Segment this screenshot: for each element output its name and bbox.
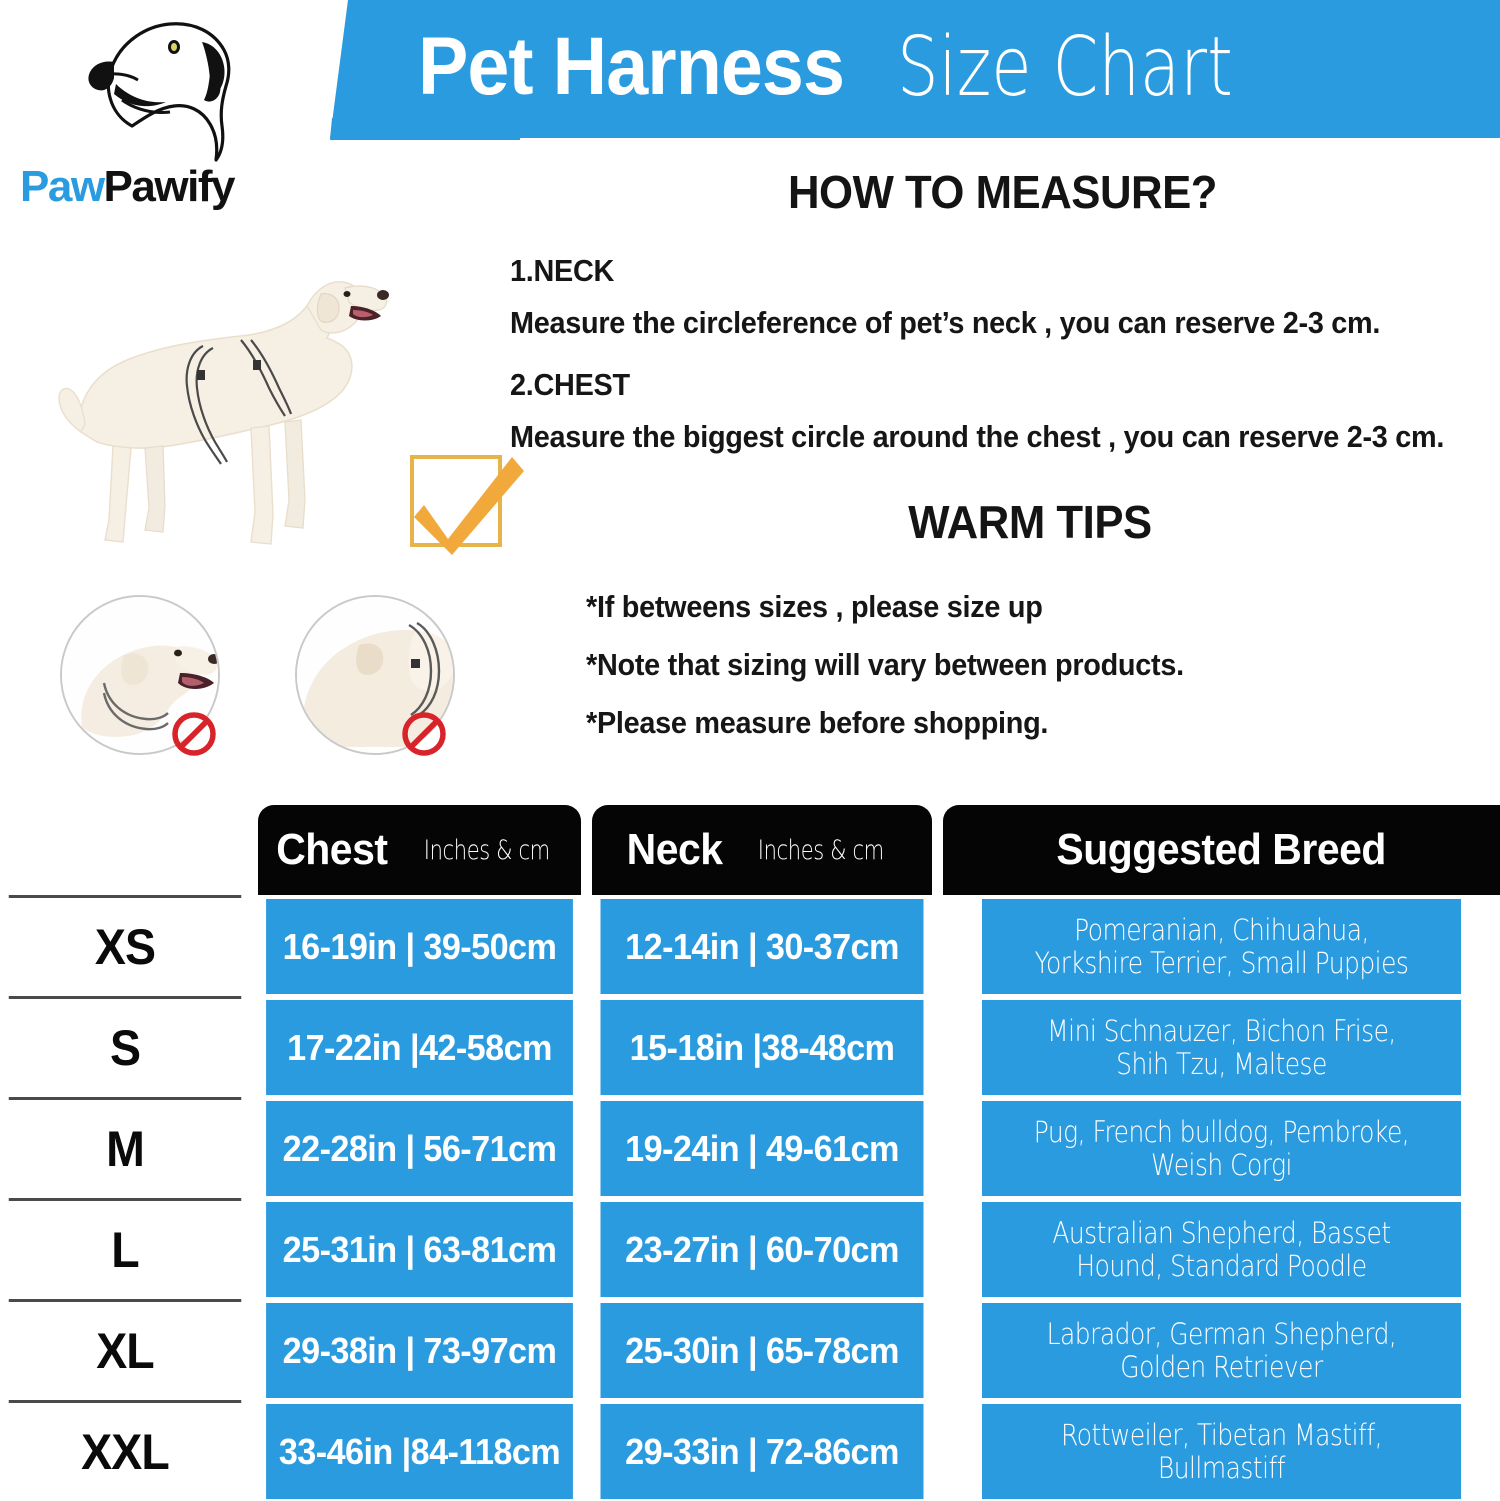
orange-checkmark-icon (414, 457, 524, 555)
cell-breed: Pomeranian, Chihuahua, Yorkshire Terrier… (981, 899, 1462, 994)
how-to-measure-heading: HOW TO MEASURE? (787, 166, 1218, 218)
dog-head-logo-icon (88, 22, 231, 162)
cell-breed-line2: Yorkshire Terrier, Small Puppies (1034, 945, 1409, 980)
dog-with-measuring-tape-photo (58, 281, 389, 545)
cell-breed: Mini Schnauzer, Bichon Frise, Shih Tzu, … (981, 1000, 1462, 1095)
cell-breed-line2: Bullmastiff (1157, 1450, 1286, 1485)
cell-breed: Australian Shepherd, Basset Hound, Stand… (981, 1202, 1462, 1297)
cell-size: S (8, 996, 242, 1097)
cell-neck: 12-14in | 30-37cm (600, 899, 924, 994)
title-bold-text: Pet Harness (418, 21, 845, 112)
brand-name-part2: Pawify (103, 162, 236, 211)
column-header-breed-label: Suggested Breed (1056, 825, 1387, 874)
brand-wordmark: PawPawify (20, 162, 320, 212)
cell-chest: 25-31in | 63-81cm (266, 1202, 573, 1297)
cell-size: M (8, 1097, 242, 1198)
cell-breed-line2: Hound, Standard Poodle (1076, 1248, 1367, 1283)
step-2-label: 2.CHEST (510, 367, 630, 402)
cell-neck: 29-33in | 72-86cm (600, 1404, 924, 1499)
cell-chest: 17-22in |42-58cm (266, 1000, 573, 1095)
cell-breed-line1: Pomeranian, Chihuahua, (1074, 913, 1369, 948)
table-row: S 17-22in |42-58cm 15-18in |38-48cm Mini… (0, 996, 1500, 1097)
cell-chest: 33-46in |84-118cm (266, 1404, 573, 1499)
column-header-neck-sublabel: Inches & cm (757, 834, 884, 866)
title-light-text: Size Chart (897, 19, 1233, 115)
cell-breed-line2: Golden Retriever (1120, 1349, 1323, 1384)
column-header-chest-sublabel: Inches & cm (423, 834, 550, 866)
banner-shape (330, 0, 1500, 138)
prohibited-icon-1 (172, 712, 216, 756)
column-header-chest-label: Chest (276, 825, 388, 874)
cell-breed-line2: Weish Corgi (1151, 1147, 1292, 1182)
step-2-text: Measure the biggest circle around the ch… (510, 419, 1445, 454)
table-header-row: Chest Inches & cm Neck Inches & cm Sugge… (0, 805, 1500, 895)
cell-size: L (8, 1198, 242, 1299)
cell-chest: 29-38in | 73-97cm (266, 1303, 573, 1398)
column-header-chest: Chest Inches & cm (258, 805, 581, 895)
cell-breed-line1: Australian Shepherd, Basset (1052, 1216, 1391, 1251)
brand-name-part1: Paw (20, 162, 105, 211)
cell-breed: Pug, French bulldog, Pembroke, Weish Cor… (981, 1101, 1462, 1196)
cell-breed: Labrador, German Shepherd, Golden Retrie… (981, 1303, 1462, 1398)
warm-tips-heading: WARM TIPS (908, 496, 1152, 548)
cell-chest: 22-28in | 56-71cm (266, 1101, 573, 1196)
cell-chest: 16-19in | 39-50cm (266, 899, 573, 994)
header-banner: Pet Harness Size Chart (0, 0, 1500, 150)
cell-breed-line1: Labrador, German Shepherd, (1046, 1317, 1397, 1352)
cell-neck: 15-18in |38-48cm (600, 1000, 924, 1095)
brand-logo: PawPawify (12, 14, 322, 224)
cell-breed: Rottweiler, Tibetan Mastiff, Bullmastiff (981, 1404, 1462, 1499)
how-to-measure-section: HOW TO MEASURE? 1.NECK Measure the circl… (510, 165, 1495, 455)
size-chart-table: Chest Inches & cm Neck Inches & cm Sugge… (0, 805, 1500, 1501)
prohibited-icon-2 (402, 712, 446, 756)
table-body: XS 16-19in | 39-50cm 12-14in | 30-37cm P… (0, 895, 1500, 1501)
cell-size: XL (8, 1299, 242, 1400)
incorrect-photo-1 (60, 595, 220, 755)
cell-neck: 19-24in | 49-61cm (600, 1101, 924, 1196)
cell-neck: 25-30in | 65-78cm (600, 1303, 924, 1398)
cell-breed-line1: Pug, French bulldog, Pembroke, (1033, 1115, 1410, 1150)
cell-breed-line2: Shih Tzu, Maltese (1116, 1046, 1327, 1081)
table-row: XL 29-38in | 73-97cm 25-30in | 65-78cm L… (0, 1299, 1500, 1400)
table-row: XS 16-19in | 39-50cm 12-14in | 30-37cm P… (0, 895, 1500, 996)
cell-neck: 23-27in | 60-70cm (600, 1202, 924, 1297)
cell-breed-line1: Rottweiler, Tibetan Mastiff, (1061, 1418, 1383, 1453)
page-title: Pet Harness Size Chart (418, 12, 1448, 122)
step-1-text: Measure the circleference of pet’s neck … (510, 305, 1381, 340)
warm-tips-section: WARM TIPS *If betweens sizes , please si… (560, 495, 1500, 763)
table-row: M 22-28in | 56-71cm 19-24in | 49-61cm Pu… (0, 1097, 1500, 1198)
warm-tip-1: *If betweens sizes , please size up (586, 589, 1043, 624)
cell-breed-line1: Mini Schnauzer, Bichon Frise, (1047, 1014, 1396, 1049)
banner-tail-shape (330, 118, 520, 140)
column-header-neck: Neck Inches & cm (592, 805, 932, 895)
warm-tip-2: *Note that sizing will vary between prod… (586, 647, 1184, 682)
step-1-label: 1.NECK (510, 253, 615, 288)
table-row: XXL 33-46in |84-118cm 29-33in | 72-86cm … (0, 1400, 1500, 1501)
cell-size: XS (8, 895, 242, 996)
table-row: L 25-31in | 63-81cm 23-27in | 60-70cm Au… (0, 1198, 1500, 1299)
column-header-breed: Suggested Breed (943, 805, 1500, 895)
column-header-neck-label: Neck (626, 825, 723, 874)
dog-head-loose-tape-photo (62, 597, 218, 753)
warm-tip-3: *Please measure before shopping. (586, 705, 1049, 740)
cell-size: XXL (8, 1400, 242, 1501)
